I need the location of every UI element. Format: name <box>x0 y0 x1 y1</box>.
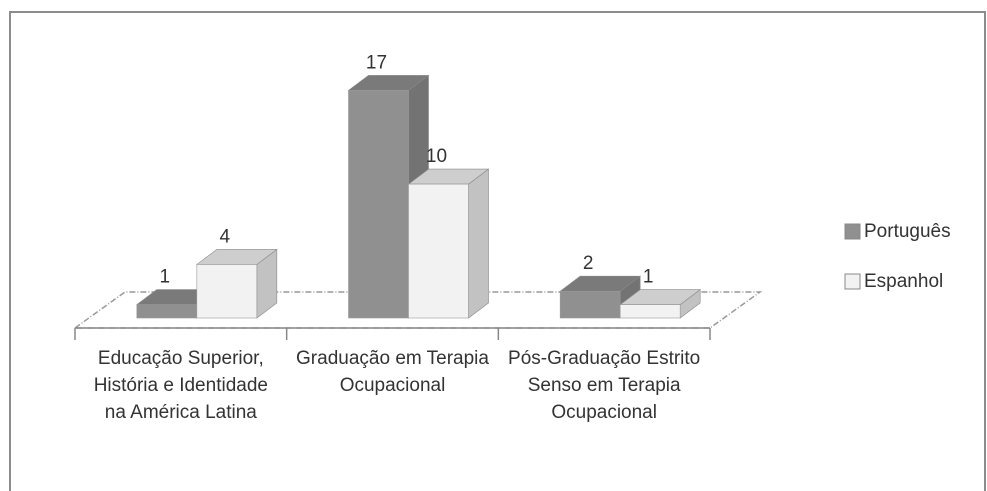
legend-label: Português <box>864 221 951 242</box>
bar <box>195 248 278 319</box>
legend-swatch <box>844 273 861 290</box>
data-label: 4 <box>220 226 231 247</box>
data-label: 10 <box>426 146 447 167</box>
bar-side <box>468 168 489 319</box>
bar <box>407 168 490 319</box>
bar <box>619 289 702 319</box>
bar-front <box>559 290 621 319</box>
bar-front <box>136 304 198 319</box>
data-label: 1 <box>160 267 171 288</box>
legend-label: Espanhol <box>864 271 943 292</box>
chart-frame <box>9 11 986 491</box>
bar-front <box>619 304 681 319</box>
data-label: 1 <box>643 267 654 288</box>
x-tick-label: Pós-Graduação Estrito Senso em Terapia O… <box>508 348 701 423</box>
x-tick-label: Graduação em Terapia Ocupacional <box>296 348 489 396</box>
data-label: 2 <box>583 253 594 274</box>
bar-front <box>408 183 469 319</box>
data-label: 17 <box>366 52 387 73</box>
bar-front <box>348 90 409 319</box>
bar-front <box>196 264 258 319</box>
legend-swatch <box>844 223 861 240</box>
x-tick-label: Educação Superior, História e Identidade… <box>93 348 268 423</box>
